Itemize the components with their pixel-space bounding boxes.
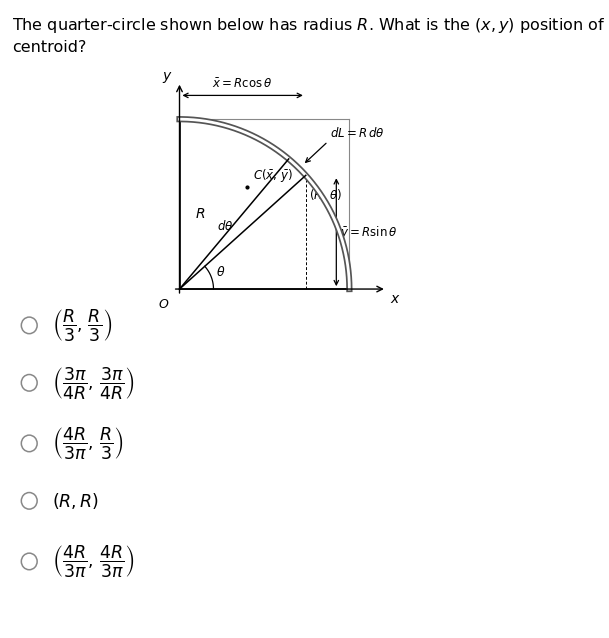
Text: $x$: $x$ — [390, 292, 401, 306]
Text: $C(\bar{x},\,\bar{y})$: $C(\bar{x},\,\bar{y})$ — [253, 167, 293, 184]
Text: $R$: $R$ — [195, 207, 205, 221]
Text: centroid?: centroid? — [12, 40, 86, 55]
Text: $y$: $y$ — [162, 70, 173, 85]
Text: $\left(\dfrac{4R}{3\pi},\, \dfrac{4R}{3\pi}\right)$: $\left(\dfrac{4R}{3\pi},\, \dfrac{4R}{3\… — [52, 544, 134, 579]
Text: $\left(\dfrac{4R}{3\pi},\, \dfrac{R}{3}\right)$: $\left(\dfrac{4R}{3\pi},\, \dfrac{R}{3}\… — [52, 426, 123, 461]
Text: $\bar{x} = R\cos\theta$: $\bar{x} = R\cos\theta$ — [213, 78, 273, 91]
Text: $\theta$: $\theta$ — [216, 265, 225, 279]
Text: The quarter-circle shown below has radius $R$. What is the $(x,y)$ position of t: The quarter-circle shown below has radiu… — [12, 16, 609, 35]
Text: $dL = R\,d\theta$: $dL = R\,d\theta$ — [330, 126, 385, 140]
Text: $(R,R)$: $(R,R)$ — [52, 491, 99, 511]
Text: $d\theta$: $d\theta$ — [217, 219, 234, 233]
Text: $O$: $O$ — [158, 297, 169, 311]
Text: $\left(\dfrac{R}{3},\, \dfrac{R}{3}\right)$: $\left(\dfrac{R}{3},\, \dfrac{R}{3}\righ… — [52, 308, 112, 343]
Text: $\bar{y} = R\sin\theta$: $\bar{y} = R\sin\theta$ — [340, 224, 397, 241]
Text: $\left(\dfrac{3\pi}{4R},\, \dfrac{3\pi}{4R}\right)$: $\left(\dfrac{3\pi}{4R},\, \dfrac{3\pi}{… — [52, 365, 134, 401]
Text: $(R,\,\theta)$: $(R,\,\theta)$ — [309, 188, 343, 202]
